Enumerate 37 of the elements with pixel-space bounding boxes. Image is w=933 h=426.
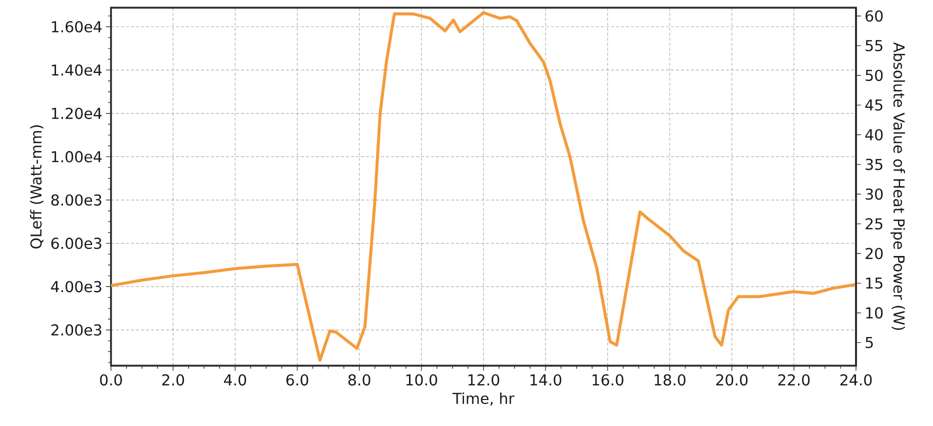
y2-tick-label: 60 [866,10,883,22]
line-series [111,11,856,362]
y-tick-label: 1.40e4 [52,64,102,76]
x-axis-title: Time, hr [452,392,514,406]
y-tick-label: 1.60e4 [52,21,102,32]
x-tick-label: 0.0 [100,374,122,386]
y2-tick-label: 5 [866,336,873,348]
x-tick-label: 4.0 [224,374,246,386]
y2-tick-label: 30 [866,188,883,200]
y-tick-label: 8.00e3 [51,194,102,206]
x-tick-label: 14.0 [530,374,562,386]
x-tick-label: 24.0 [840,374,872,386]
y2-tick-label: 50 [866,70,883,82]
x-tick-label: 12.0 [468,374,500,386]
y-tick-label: 1.20e4 [52,108,102,120]
y2-axis-title: Absolute Value of Heat Pipe Power (W) [890,42,906,330]
y-tick-label: 6.00e3 [51,238,102,250]
x-tick-label: 2.0 [162,374,184,386]
x-tick-label: 20.0 [716,374,748,386]
y2-tick-label: 15 [866,278,882,289]
x-tick-label: 6.0 [286,374,308,386]
x-tick-label: 10.0 [406,374,438,386]
y2-tick-label: 35 [866,158,882,170]
y-tick-label: 4.00e3 [51,280,102,292]
y2-tick-label: 45 [865,99,882,111]
y2-tick-label: 10 [866,307,883,319]
x-tick-label: 22.0 [778,374,810,386]
x-tick-label: 16.0 [592,374,624,386]
y-tick-label: 2.00e3 [51,324,102,336]
y2-tick-label: 25 [866,218,882,230]
x-tick-label: 8.0 [348,374,370,386]
y2-tick-label: 20 [866,248,883,260]
y-tick-label: 1.00e4 [52,151,102,162]
y2-tick-label: 55 [866,40,882,52]
y-axis-title: QLeff (Watt-mm) [30,125,44,249]
x-tick-label: 18.0 [654,374,686,386]
y2-tick-label: 40 [865,129,883,140]
